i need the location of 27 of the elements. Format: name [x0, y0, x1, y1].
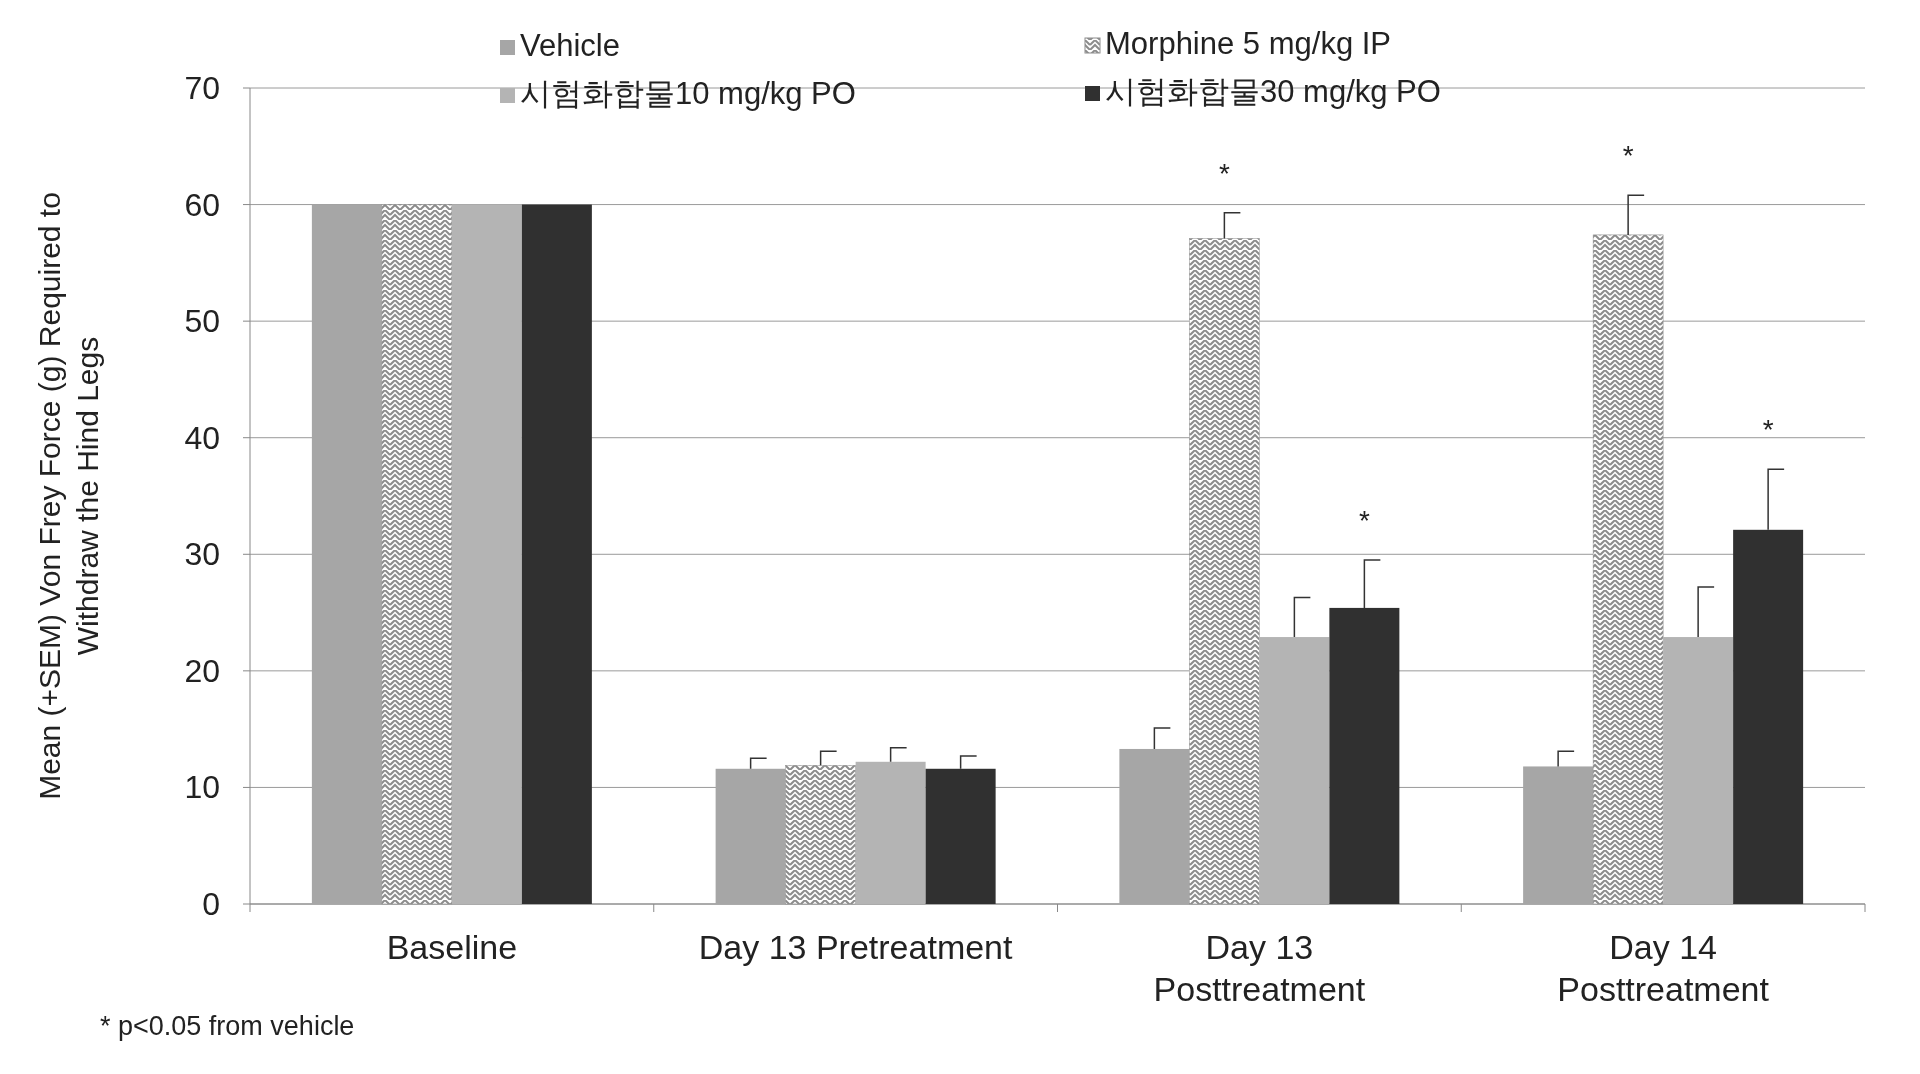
x-tick-label: Day 14 Posttreatment [1557, 928, 1770, 1008]
bar [1259, 637, 1330, 904]
text: * p<0.05 from vehicle [100, 1011, 355, 1041]
y-tick-label: 50 [184, 303, 220, 340]
y-tick-label: 10 [184, 769, 220, 806]
x-tick-label: Baseline [386, 928, 518, 966]
data-label: * [1622, 140, 1634, 172]
y-tick-label: 40 [184, 419, 220, 456]
legend-label: Morphine 5 mg/kg IP [1105, 26, 1392, 61]
legend-label: 시험화합물10 mg/kg PO [520, 76, 856, 111]
y-tick-label: 30 [184, 536, 220, 573]
y-tick-label: 70 [184, 70, 220, 106]
bar [1663, 637, 1734, 904]
data-label: * [1762, 414, 1774, 446]
x-tick-label: Day 13 Pretreatment [698, 928, 1014, 966]
legend-label: 시험화합물30 mg/kg PO [1105, 74, 1441, 109]
data-label: * [1218, 157, 1230, 189]
y-tick-label: 0 [202, 886, 220, 922]
y-tick-label: 20 [184, 652, 220, 689]
y-tick-label: 60 [184, 186, 220, 223]
data-label: * [1358, 505, 1370, 537]
legend-label: Vehicle [520, 28, 620, 63]
y-axis-title: Mean (+SEM) Von Frey Force (g) Required to Withdraw the Hind Legs [33, 192, 104, 800]
bar [521, 204, 592, 904]
x-tick-label: Day 13 Posttreatment [1153, 928, 1366, 1008]
bar [451, 204, 522, 904]
bar [855, 761, 926, 904]
